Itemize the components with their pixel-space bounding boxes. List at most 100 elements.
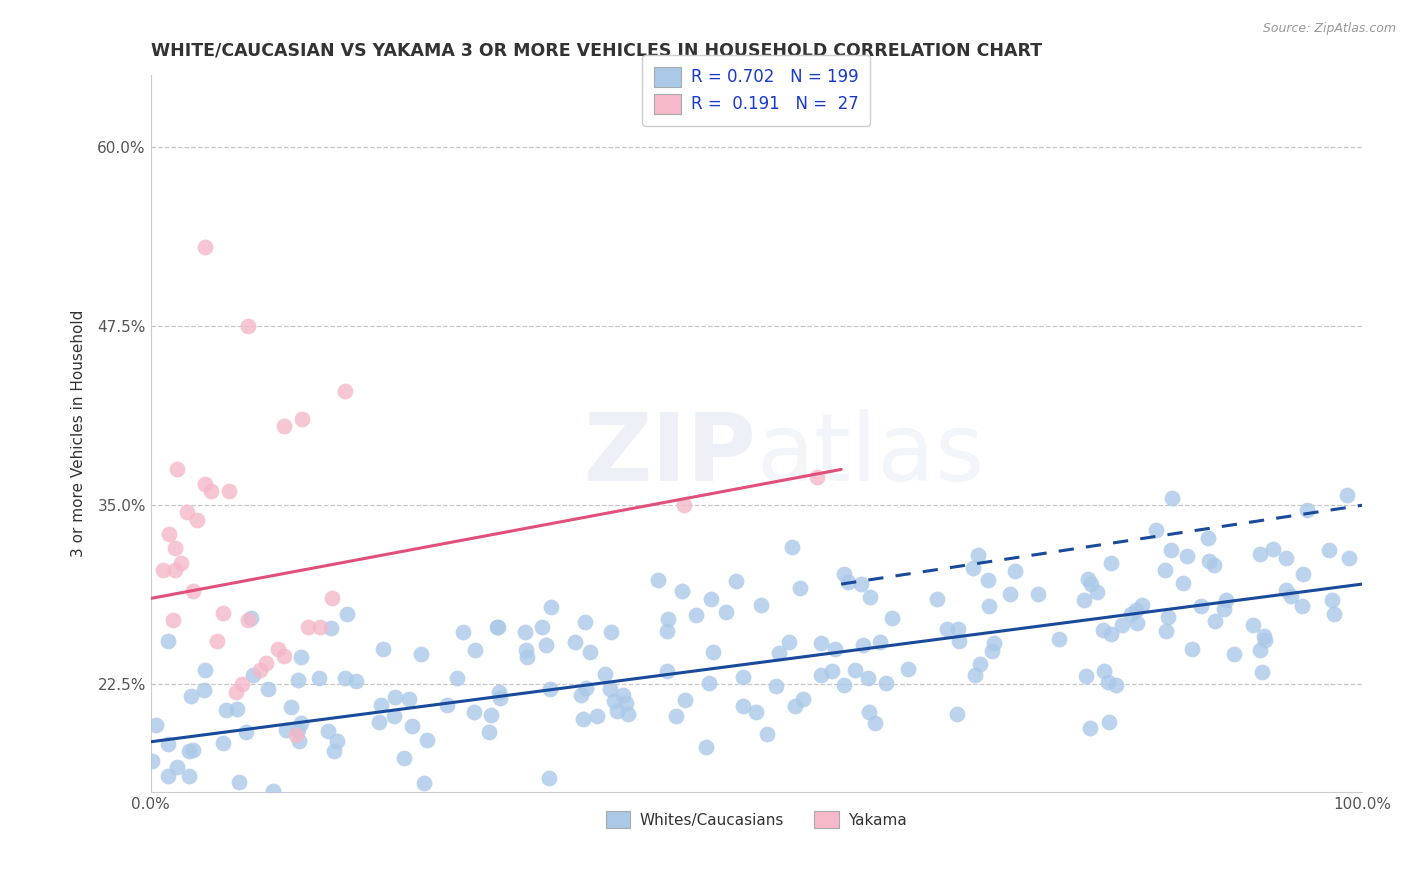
Point: [699, 592, 721, 607]
Point: [1197, 531, 1219, 545]
Point: [257, 681, 280, 696]
Point: [208, 810, 231, 824]
Point: [945, 707, 967, 722]
Point: [977, 573, 1000, 587]
Point: [166, 760, 188, 774]
Point: [486, 620, 509, 634]
Point: [179, 769, 201, 783]
Point: [1215, 593, 1237, 607]
Point: [382, 708, 405, 723]
Point: [207, 634, 229, 648]
Point: [194, 240, 217, 254]
Point: [242, 668, 264, 682]
Point: [1213, 601, 1236, 615]
Point: [614, 696, 637, 710]
Point: [1004, 565, 1026, 579]
Text: WHITE/CAUCASIAN VS YAKAMA 3 OR MORE VEHICLES IN HOUSEHOLD CORRELATION CHART: WHITE/CAUCASIAN VS YAKAMA 3 OR MORE VEHI…: [150, 42, 1042, 60]
Point: [1336, 488, 1358, 502]
Point: [280, 700, 302, 714]
Point: [211, 736, 233, 750]
Point: [1322, 592, 1344, 607]
Point: [1337, 550, 1360, 565]
Point: [453, 625, 475, 640]
Point: [1222, 647, 1244, 661]
Point: [194, 663, 217, 677]
Point: [897, 662, 920, 676]
Point: [1292, 566, 1315, 581]
Point: [1296, 503, 1319, 517]
Point: [875, 676, 897, 690]
Point: [287, 723, 309, 737]
Point: [965, 668, 987, 682]
Point: [935, 622, 957, 636]
Point: [606, 705, 628, 719]
Point: [288, 734, 311, 748]
Point: [463, 705, 485, 719]
Point: [810, 636, 832, 650]
Point: [671, 583, 693, 598]
Point: [962, 561, 984, 575]
Point: [1154, 624, 1177, 638]
Point: [564, 635, 586, 649]
Text: Source: ZipAtlas.com: Source: ZipAtlas.com: [1263, 22, 1396, 36]
Point: [657, 611, 679, 625]
Point: [170, 556, 193, 570]
Point: [755, 727, 778, 741]
Point: [948, 633, 970, 648]
Point: [212, 606, 235, 620]
Point: [731, 669, 754, 683]
Point: [778, 635, 800, 649]
Point: [1253, 629, 1275, 643]
Point: [156, 737, 179, 751]
Point: [672, 498, 695, 512]
Point: [1161, 491, 1184, 506]
Point: [226, 701, 249, 715]
Point: [1241, 618, 1264, 632]
Legend: Whites/Caucasians, Yakama: Whites/Caucasians, Yakama: [600, 805, 912, 835]
Point: [820, 664, 842, 678]
Point: [163, 563, 186, 577]
Point: [599, 681, 621, 696]
Point: [141, 754, 163, 768]
Point: [401, 718, 423, 732]
Point: [647, 573, 669, 587]
Point: [575, 681, 598, 696]
Point: [969, 657, 991, 671]
Point: [181, 584, 204, 599]
Point: [745, 705, 768, 719]
Point: [925, 591, 948, 606]
Point: [780, 540, 803, 554]
Point: [515, 625, 537, 640]
Point: [1189, 599, 1212, 613]
Point: [411, 647, 433, 661]
Point: [515, 642, 537, 657]
Point: [200, 483, 222, 498]
Point: [617, 707, 640, 722]
Point: [176, 505, 198, 519]
Point: [1078, 721, 1101, 735]
Point: [1026, 587, 1049, 601]
Point: [673, 693, 696, 707]
Point: [333, 384, 356, 398]
Point: [157, 527, 180, 541]
Point: [1154, 563, 1177, 577]
Point: [948, 622, 970, 636]
Point: [249, 663, 271, 677]
Point: [1204, 558, 1226, 572]
Point: [236, 613, 259, 627]
Point: [714, 605, 737, 619]
Point: [1323, 607, 1346, 621]
Point: [983, 636, 1005, 650]
Point: [792, 692, 814, 706]
Point: [488, 690, 510, 705]
Point: [152, 563, 174, 577]
Point: [858, 706, 880, 720]
Point: [478, 725, 501, 739]
Point: [1105, 678, 1128, 692]
Point: [1204, 614, 1226, 628]
Point: [1317, 543, 1340, 558]
Point: [229, 797, 252, 812]
Point: [1160, 543, 1182, 558]
Point: [166, 462, 188, 476]
Point: [538, 681, 561, 696]
